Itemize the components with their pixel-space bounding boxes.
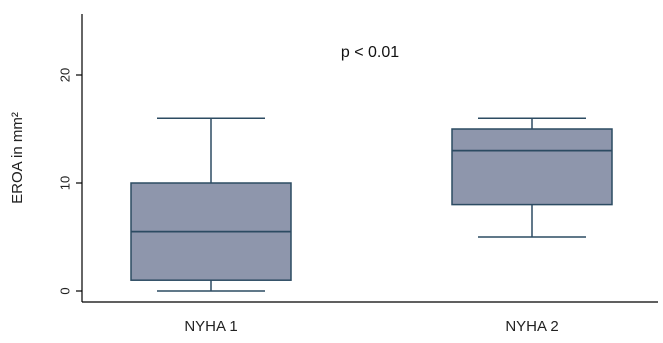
box-1 — [130, 117, 292, 292]
iqr-box — [451, 128, 613, 206]
y-tick-label-10: 10 — [58, 176, 73, 190]
y-tick-label-20: 20 — [58, 68, 73, 82]
category-label-2: NYHA 2 — [505, 318, 558, 335]
axes — [81, 14, 658, 303]
y-tick-label-0: 0 — [58, 287, 73, 294]
boxes — [130, 117, 613, 292]
category-labels: NYHA 1 NYHA 2 — [184, 318, 558, 335]
category-label-1: NYHA 1 — [184, 318, 237, 335]
y-ticks: 0 10 20 — [58, 68, 82, 295]
p-value-annotation: p < 0.01 — [341, 44, 399, 61]
box-2 — [451, 117, 613, 238]
y-axis-label: EROA in mm² — [9, 112, 26, 204]
